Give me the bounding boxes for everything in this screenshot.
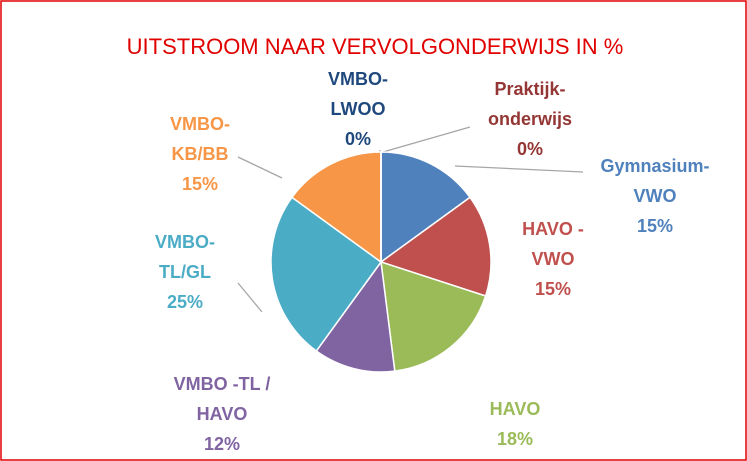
value-label: 15% (637, 216, 673, 236)
pie-slice (380, 151, 472, 264)
leader-line (237, 156, 283, 179)
value-label: 15% (182, 174, 218, 194)
value-label: 18% (497, 429, 533, 449)
slice-label: VMBO- (155, 232, 215, 252)
value-label: 15% (535, 279, 571, 299)
slice-label: LWOO (331, 99, 386, 119)
slice-label: VMBO- (328, 69, 388, 89)
slice-label: Gymnasium- (600, 156, 709, 176)
slice-label: TL/GL (159, 262, 211, 282)
slice-label: HAVO (197, 404, 248, 424)
slice-label: Praktijk- (494, 79, 565, 99)
slice-label: VWO (532, 249, 575, 269)
pie-slice (380, 260, 487, 372)
slice-label: onderwijs (488, 109, 572, 129)
slice-label: VMBO- (170, 114, 230, 134)
pie-slice (379, 196, 492, 297)
leader-lines (237, 126, 584, 313)
pie-slice (270, 196, 383, 353)
leader-line (382, 126, 471, 153)
leader-line (237, 282, 263, 313)
slice-label: VWO (634, 186, 677, 206)
slice-label: KB/BB (172, 144, 229, 164)
value-label: 12% (204, 434, 240, 454)
value-label: 25% (167, 292, 203, 312)
pie-slice (290, 151, 382, 264)
value-label: 0% (517, 139, 543, 159)
value-label: 0% (345, 129, 371, 149)
chart-title: UITSTROOM NAAR VERVOLGONDERWIJS IN % (127, 34, 624, 59)
slice-label: HAVO - (522, 219, 584, 239)
slice-label: HAVO (490, 399, 541, 419)
slice-label: VMBO -TL / (174, 374, 271, 394)
leader-line (454, 165, 584, 173)
pie-slice (315, 260, 396, 373)
